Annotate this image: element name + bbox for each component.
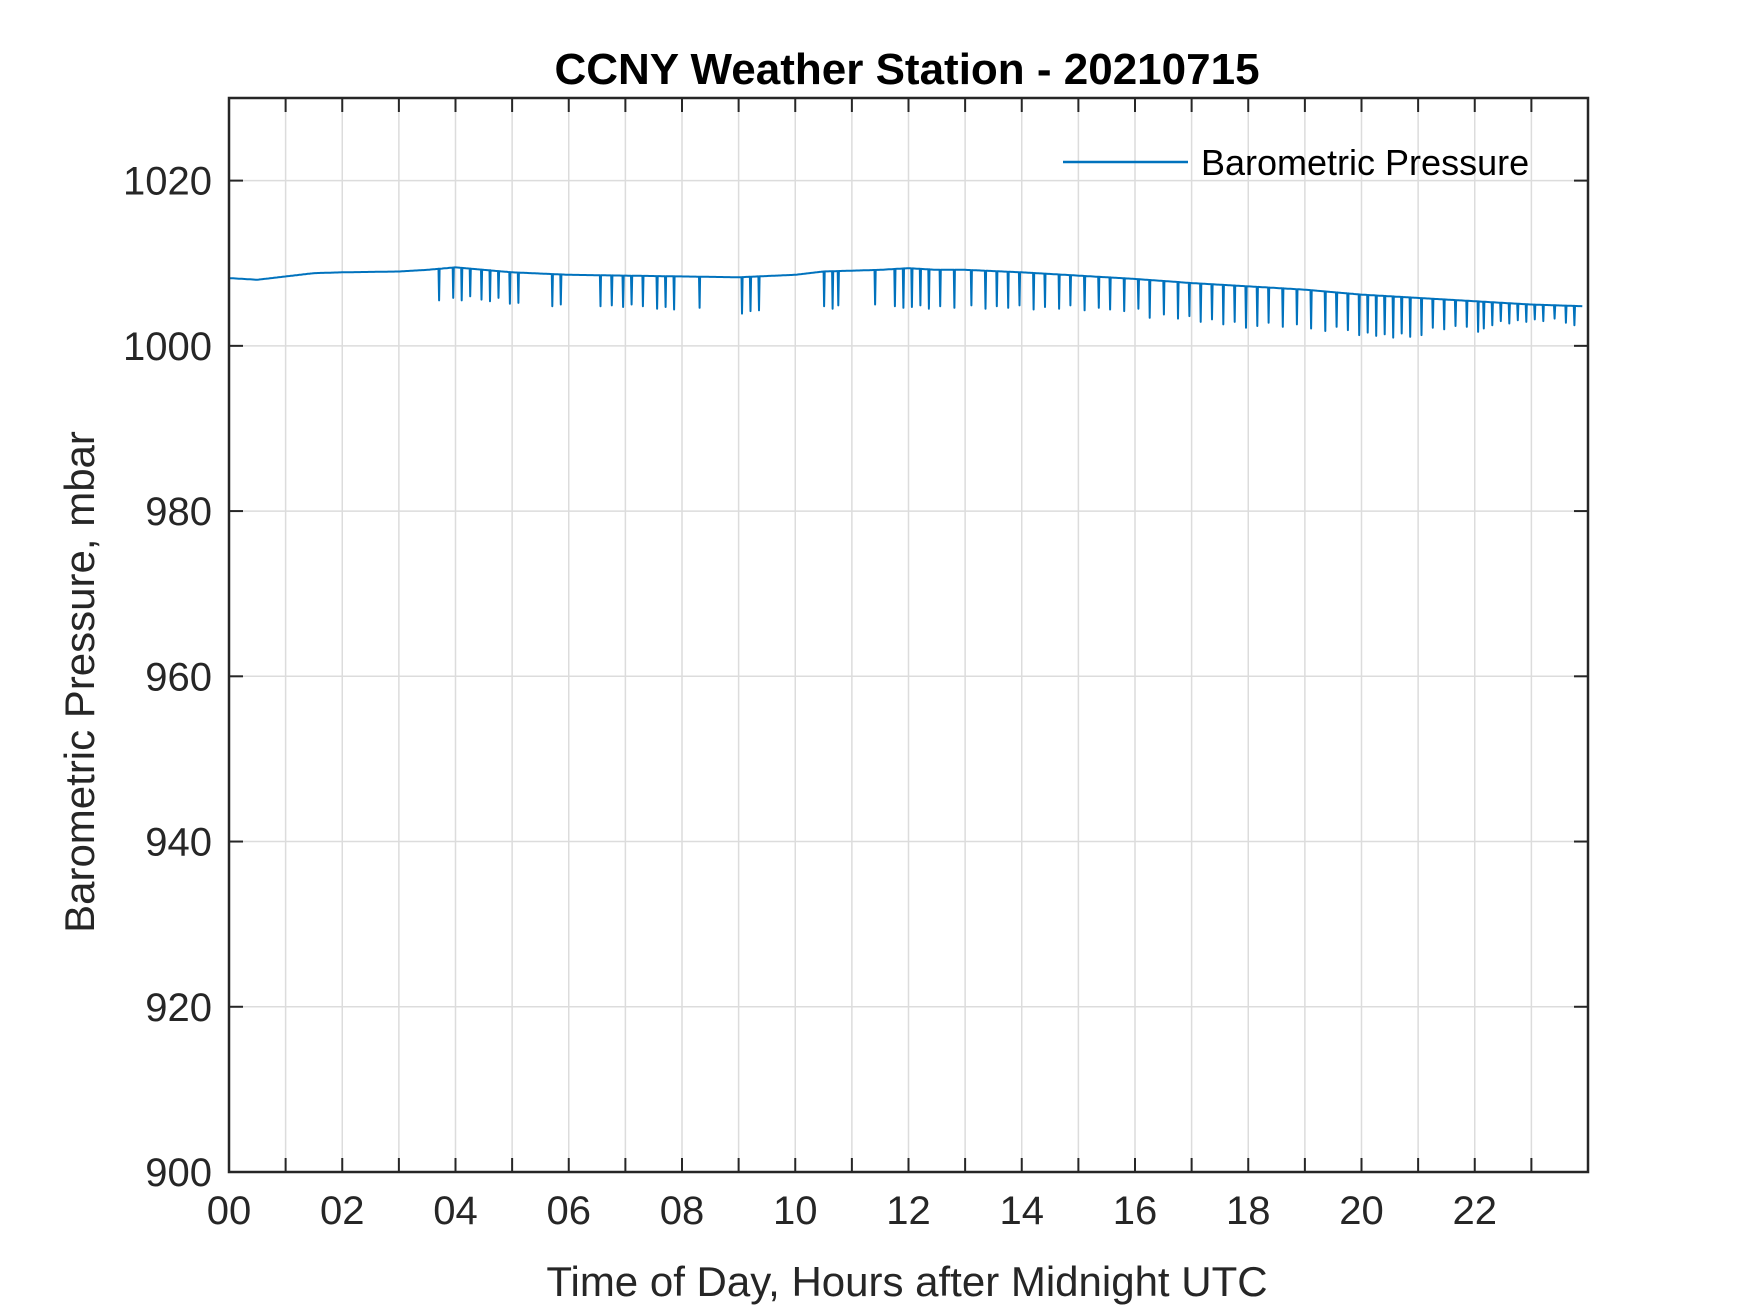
x-tick-label: 08 — [660, 1189, 705, 1233]
x-tick-label: 18 — [1226, 1189, 1271, 1233]
x-axis-label: Time of Day, Hours after Midnight UTC — [546, 1258, 1267, 1305]
x-tick-label: 06 — [547, 1189, 592, 1233]
x-tick-label: 14 — [1000, 1189, 1045, 1233]
y-tick-label: 1020 — [123, 160, 212, 204]
series-line-barometric-pressure — [228, 266, 1583, 339]
y-tick-label: 920 — [145, 986, 212, 1030]
y-tick-label: 1000 — [123, 325, 212, 369]
x-tick-label: 22 — [1453, 1189, 1498, 1233]
tick-marks — [229, 98, 1588, 1173]
legend: Barometric Pressure — [1063, 142, 1529, 183]
x-tick-label: 02 — [320, 1189, 365, 1233]
y-tick-label: 940 — [145, 821, 212, 865]
x-tick-label: 00 — [207, 1189, 252, 1233]
grid-lines — [229, 98, 1588, 1172]
x-tick-label: 12 — [886, 1189, 931, 1233]
y-tick-label: 980 — [145, 490, 212, 534]
plot-area — [228, 266, 1583, 339]
legend-label: Barometric Pressure — [1201, 142, 1529, 183]
x-tick-label: 10 — [773, 1189, 818, 1233]
y-axis-label: Barometric Pressure, mbar — [56, 431, 103, 933]
tick-labels: 900 920 940 960 980 1000 1020 00 02 04 06 08 10 12 14 1… — [123, 160, 1497, 1233]
x-tick-label: 16 — [1113, 1189, 1158, 1233]
x-tick-label: 04 — [433, 1189, 478, 1233]
y-tick-label: 960 — [145, 655, 212, 699]
chart-title: CCNY Weather Station - 20210715 — [554, 45, 1259, 94]
y-tick-label: 900 — [145, 1151, 212, 1195]
x-tick-label: 20 — [1339, 1189, 1384, 1233]
